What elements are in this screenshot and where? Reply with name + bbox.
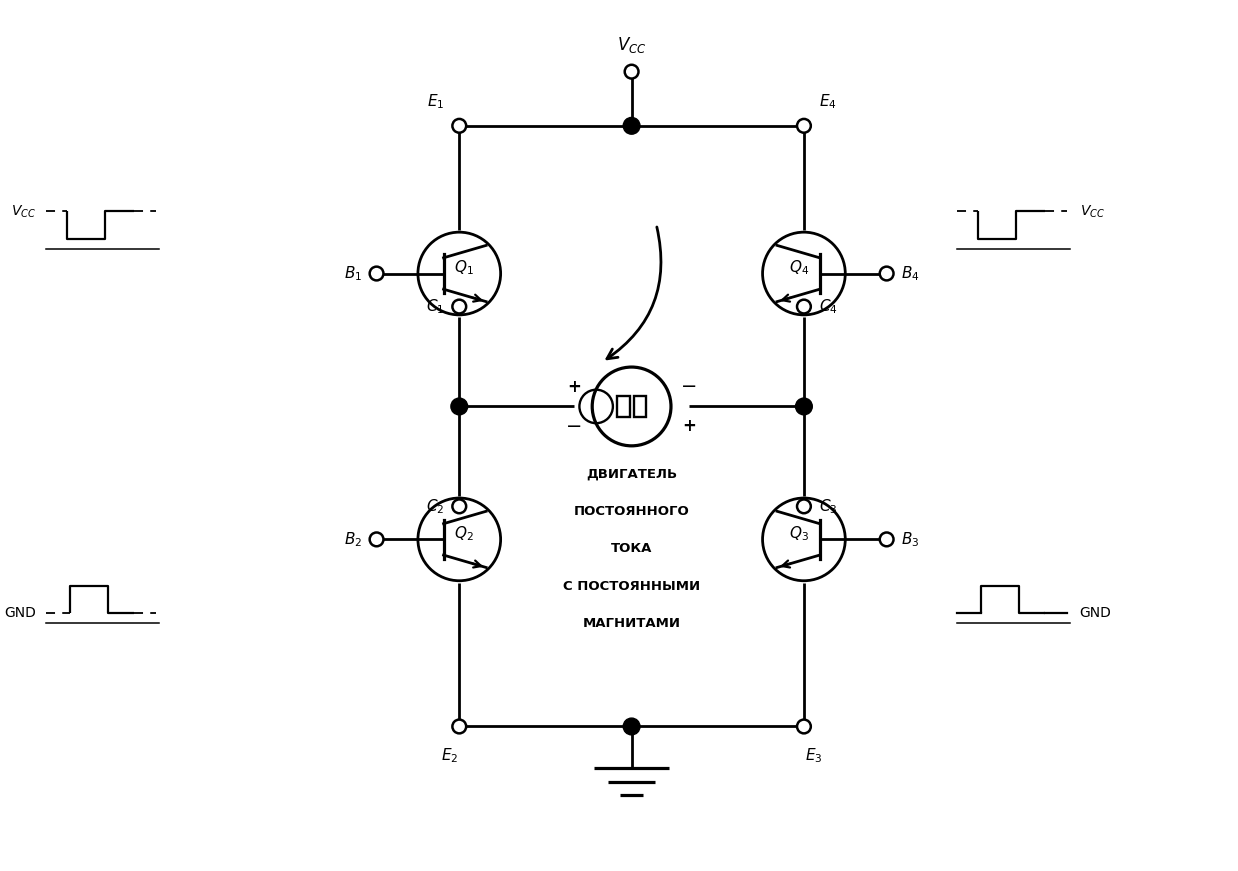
Text: $Q_3$: $Q_3$ — [789, 524, 808, 543]
Text: $E_1$: $E_1$ — [427, 92, 444, 111]
Text: ДВИГАТЕЛЬ: ДВИГАТЕЛЬ — [586, 468, 677, 481]
Text: ТОКА: ТОКА — [610, 543, 652, 556]
Circle shape — [452, 719, 467, 733]
Text: $V_{CC}$: $V_{CC}$ — [1080, 203, 1104, 219]
Text: $V_{CC}$: $V_{CC}$ — [11, 203, 36, 219]
Text: $C_3$: $C_3$ — [818, 497, 837, 516]
Text: $B_3$: $B_3$ — [901, 530, 920, 549]
Circle shape — [452, 499, 467, 513]
Text: $Q_4$: $Q_4$ — [789, 259, 810, 277]
Text: МАГНИТАМИ: МАГНИТАМИ — [583, 618, 681, 631]
Circle shape — [797, 719, 811, 733]
Text: $C_4$: $C_4$ — [818, 297, 837, 316]
Circle shape — [880, 267, 894, 280]
Text: $E_3$: $E_3$ — [805, 746, 822, 765]
Text: GND: GND — [1080, 606, 1112, 620]
Circle shape — [623, 118, 640, 134]
Text: $B_1$: $B_1$ — [344, 264, 361, 283]
Bar — [634, 395, 646, 417]
Text: $E_4$: $E_4$ — [818, 92, 837, 111]
Circle shape — [452, 300, 467, 314]
Circle shape — [623, 718, 640, 735]
Bar — [617, 395, 630, 417]
Text: $C_1$: $C_1$ — [426, 297, 444, 316]
Text: $Q_2$: $Q_2$ — [454, 524, 474, 543]
Text: $V_{CC}$: $V_{CC}$ — [617, 35, 646, 55]
FancyArrowPatch shape — [607, 227, 661, 359]
Text: $B_2$: $B_2$ — [344, 530, 361, 549]
Circle shape — [625, 64, 639, 78]
Circle shape — [880, 532, 894, 546]
Circle shape — [796, 398, 812, 415]
Circle shape — [797, 300, 811, 314]
Text: GND: GND — [4, 606, 36, 620]
Text: −: − — [681, 377, 697, 396]
Text: $E_2$: $E_2$ — [441, 746, 458, 765]
Circle shape — [370, 532, 384, 546]
Text: −: − — [566, 416, 583, 436]
Text: $C_2$: $C_2$ — [426, 497, 444, 516]
Text: ПОСТОЯННОГО: ПОСТОЯННОГО — [573, 505, 690, 518]
Circle shape — [797, 499, 811, 513]
Text: С ПОСТОЯННЫМИ: С ПОСТОЯННЫМИ — [563, 580, 701, 593]
Text: $B_4$: $B_4$ — [901, 264, 920, 283]
Text: $Q_1$: $Q_1$ — [454, 259, 474, 277]
Circle shape — [452, 119, 467, 132]
Circle shape — [797, 119, 811, 132]
Text: +: + — [682, 417, 696, 436]
Text: +: + — [567, 378, 582, 395]
Circle shape — [451, 398, 468, 415]
Circle shape — [370, 267, 384, 280]
